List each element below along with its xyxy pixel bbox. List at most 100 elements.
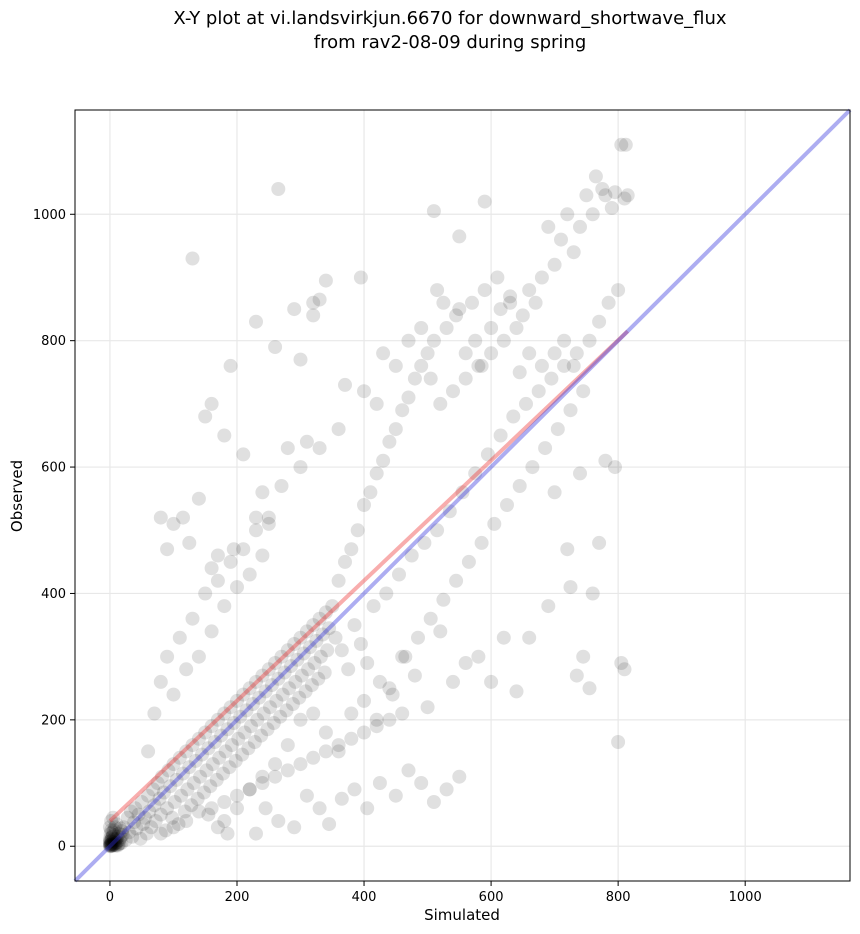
data-point <box>226 716 241 730</box>
data-point <box>608 460 622 475</box>
data-point <box>223 700 238 715</box>
data-point <box>522 283 537 298</box>
data-point <box>357 384 371 399</box>
data-point <box>249 674 263 689</box>
data-point <box>274 479 289 493</box>
data-point <box>331 738 346 753</box>
data-point <box>197 785 211 800</box>
data-point <box>547 257 562 272</box>
data-point <box>125 829 140 844</box>
data-point <box>313 649 328 664</box>
data-point <box>426 204 441 219</box>
data-point <box>249 314 263 329</box>
data-point <box>576 384 591 399</box>
data-point <box>430 283 445 298</box>
data-point <box>331 744 346 759</box>
data-point <box>496 333 511 348</box>
data-point <box>455 485 470 500</box>
data-point <box>522 346 537 361</box>
y-tick-label: 200 <box>41 713 66 728</box>
data-point <box>244 719 258 734</box>
data-point <box>204 801 219 816</box>
data-point <box>115 827 130 842</box>
data-point <box>303 640 317 655</box>
data-point <box>307 656 322 670</box>
data-point <box>176 510 190 525</box>
data-point <box>468 466 483 481</box>
data-point <box>103 834 118 849</box>
data-point <box>388 788 403 803</box>
data-point <box>287 637 302 651</box>
data-point <box>407 371 422 386</box>
data-point <box>104 839 119 854</box>
data-point <box>198 725 213 740</box>
data-point <box>414 358 429 373</box>
data-point <box>111 837 126 852</box>
data-point <box>560 207 575 222</box>
data-point <box>116 820 131 835</box>
data-point <box>205 757 220 772</box>
data-point <box>266 716 281 730</box>
data-point <box>588 169 603 184</box>
data-point <box>102 836 117 851</box>
data-point <box>582 681 597 696</box>
data-point <box>439 782 454 797</box>
data-point <box>519 396 533 411</box>
data-point <box>216 766 230 781</box>
data-point <box>320 643 335 658</box>
data-point <box>506 409 521 424</box>
data-point <box>103 837 118 852</box>
data-point <box>452 229 467 244</box>
data-point <box>294 668 309 683</box>
data-point <box>230 580 244 595</box>
data-point <box>129 821 144 836</box>
data-point <box>420 700 435 715</box>
data-point <box>260 722 275 737</box>
data-point <box>436 592 451 607</box>
data-point <box>376 346 391 361</box>
data-point <box>247 735 262 749</box>
y-tick-label: 800 <box>41 334 66 349</box>
data-point <box>525 460 540 475</box>
data-point <box>547 346 562 361</box>
y-axis-label: Observed <box>8 460 26 532</box>
data-point <box>193 769 208 784</box>
data-point <box>176 766 190 781</box>
data-point <box>287 302 302 317</box>
data-point <box>195 747 209 762</box>
data-point <box>134 795 149 809</box>
data-point <box>458 656 473 670</box>
data-point <box>301 662 316 677</box>
data-point <box>233 709 248 724</box>
data-point <box>199 763 214 778</box>
data-point <box>617 191 632 206</box>
data-point <box>493 302 508 317</box>
data-point <box>496 630 511 645</box>
data-point <box>534 270 549 285</box>
data-point <box>493 428 508 443</box>
data-point <box>350 523 365 538</box>
data-point <box>334 791 349 806</box>
data-point <box>592 535 607 550</box>
data-point <box>191 649 206 664</box>
data-point <box>220 826 235 841</box>
data-point <box>180 782 195 797</box>
data-point <box>179 814 194 828</box>
data-point <box>236 687 251 702</box>
data-point <box>217 814 232 828</box>
data-point <box>110 838 125 853</box>
data-point <box>573 466 587 481</box>
data-point <box>106 823 121 838</box>
data-point <box>252 690 267 705</box>
data-point <box>480 447 495 462</box>
data-point <box>237 725 252 740</box>
data-point <box>166 687 181 702</box>
data-point <box>306 308 321 323</box>
y-tick-label: 400 <box>41 587 66 602</box>
data-point <box>315 627 330 642</box>
data-point <box>111 826 126 841</box>
data-point <box>360 656 375 670</box>
data-point <box>601 295 616 310</box>
data-point <box>226 542 241 557</box>
data-point <box>166 757 181 772</box>
